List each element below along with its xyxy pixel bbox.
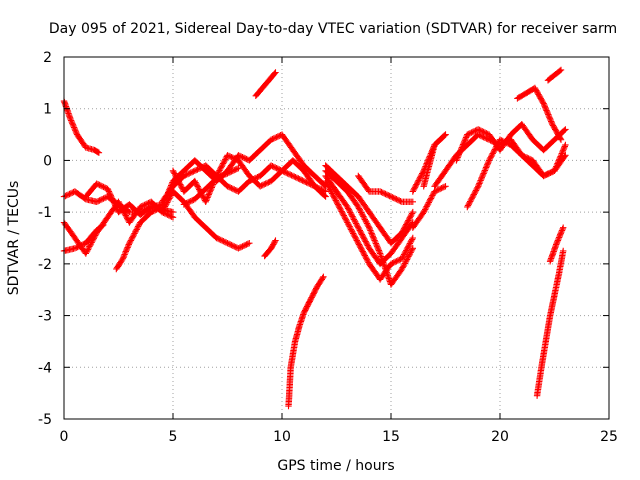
axis-ticks [63, 56, 610, 420]
series-arc-27 [544, 66, 565, 84]
series-arc-14 [285, 273, 327, 410]
x-tick-label: 20 [491, 429, 509, 445]
tick-labels: 0 5 10 15 20 25 -5 -4 -3 -2 -1 0 1 2 [38, 50, 618, 445]
y-tick-label: 1 [43, 102, 52, 118]
series-arc-18 [322, 177, 416, 283]
y-tick-label: -1 [38, 205, 52, 221]
grid-lines [64, 57, 609, 419]
x-tick-label: 15 [382, 429, 400, 445]
series-arc-6 [113, 203, 166, 273]
series-arc-21 [409, 183, 449, 231]
series-arc-25 [464, 136, 569, 211]
y-axis-label: SDTVAR / TECUs [6, 181, 22, 296]
series-arc-29 [546, 224, 567, 265]
x-tick-label: 10 [273, 429, 291, 445]
plot-frame [63, 56, 610, 420]
series-arc-1 [60, 97, 103, 156]
series-arc-13 [261, 237, 279, 260]
x-axis-label: GPS time / hours [277, 458, 394, 474]
y-tick-label: -5 [38, 412, 52, 428]
series-arc-11 [180, 165, 242, 208]
series-arc-9 [158, 131, 329, 211]
series-arc-12 [252, 69, 279, 99]
series-arc-19 [355, 172, 416, 205]
series-arc-26 [514, 84, 565, 143]
series-arc-28 [533, 247, 567, 399]
series-arc-17 [322, 162, 416, 247]
series-arc-16 [322, 172, 416, 268]
x-tick-label: 5 [169, 429, 178, 445]
y-tick-label: -3 [38, 309, 52, 325]
data-series [60, 66, 569, 410]
y-tick-label: -2 [38, 257, 52, 273]
y-tick-label: -4 [38, 360, 52, 376]
x-tick-label: 0 [60, 429, 69, 445]
series-arc-5 [82, 180, 166, 218]
y-tick-label: 2 [43, 50, 52, 66]
chart-title: Day 095 of 2021, Sidereal Day-to-day VTE… [49, 21, 617, 37]
x-tick-label: 25 [600, 429, 618, 445]
series-arc-22 [420, 131, 449, 190]
y-tick-label: 0 [43, 153, 52, 169]
series-arc-24 [453, 121, 569, 164]
